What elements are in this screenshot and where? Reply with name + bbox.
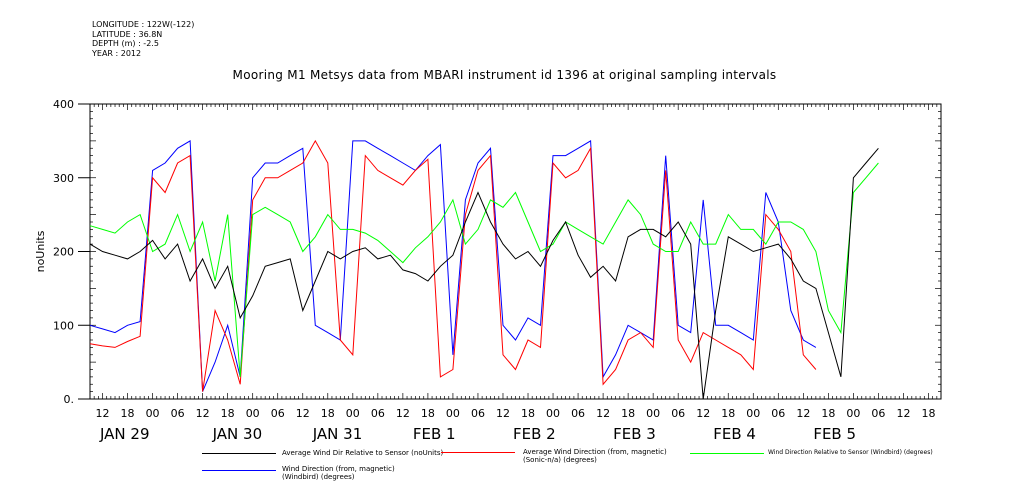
series-line-0 xyxy=(89,147,879,400)
x-tick-label: 00 xyxy=(146,407,160,420)
y-tick-label: 200 xyxy=(53,246,74,259)
x-tick-label: 00 xyxy=(246,407,260,420)
x-day-label: FEB 5 xyxy=(813,425,856,443)
x-day-label: FEB 2 xyxy=(513,425,556,443)
meta-year: YEAR : 2012 xyxy=(92,48,142,58)
x-tick-label: 12 xyxy=(896,407,910,420)
x-tick-label: 06 xyxy=(171,407,185,420)
plot-group: 0. 100 200 300 400 noUnits 12 18 00 06 12 18 00 06 12 1… xyxy=(34,98,942,443)
x-tick-label: 12 xyxy=(396,407,410,420)
x-tick-label: 06 xyxy=(771,407,785,420)
x-tick-label: 06 xyxy=(371,407,385,420)
x-tick-label: 18 xyxy=(821,407,835,420)
x-tick-label: 06 xyxy=(671,407,685,420)
legend-entry-red: Average Wind Direction (from, magnetic) … xyxy=(441,447,667,467)
x-day-label: JAN 29 xyxy=(99,425,150,443)
legend-entry-black: Average Wind Dir Relative to Sensor (noU… xyxy=(202,448,444,460)
legend-entry-green: Wind Direction Relative to Sensor (Windb… xyxy=(690,448,960,460)
x-tick-label: 00 xyxy=(346,407,360,420)
legend-label-red: Average Wind Direction (from, magnetic) … xyxy=(523,448,667,464)
y-tick-label: 400 xyxy=(53,98,74,111)
series-line-3 xyxy=(89,140,817,392)
x-tick-label: 06 xyxy=(871,407,885,420)
legend-label-blue: Wind Direction (from, magnetic) (Windbir… xyxy=(282,465,395,481)
x-tick-label: 18 xyxy=(321,407,335,420)
legend-entry-blue: Wind Direction (from, magnetic) (Windbir… xyxy=(202,465,442,485)
series-line-1 xyxy=(89,139,817,392)
legend-swatch-black xyxy=(202,453,276,454)
x-tick-label: 18 xyxy=(921,407,935,420)
legend-swatch-green xyxy=(690,453,764,454)
x-day-label: FEB 4 xyxy=(713,425,756,443)
y-axis-label: noUnits xyxy=(34,230,47,272)
x-day-label: JAN 31 xyxy=(312,425,363,443)
legend-label-green: Wind Direction Relative to Sensor (Windb… xyxy=(768,449,933,456)
x-tick-label: 12 xyxy=(196,407,210,420)
meta-depth: DEPTH (m) : -2.5 xyxy=(92,39,159,48)
x-day-label: FEB 1 xyxy=(413,425,456,443)
x-tick-label: 12 xyxy=(596,407,610,420)
chart-title: Mooring M1 Metsys data from MBARI instru… xyxy=(232,68,777,82)
x-tick-label: 18 xyxy=(721,407,735,420)
x-tick-label: 18 xyxy=(621,407,635,420)
x-tick-label: 18 xyxy=(221,407,235,420)
x-tick-label: 06 xyxy=(271,407,285,420)
x-tick-label: 18 xyxy=(121,407,135,420)
legend-swatch-blue xyxy=(202,470,276,471)
y-tick-label: 100 xyxy=(53,319,74,332)
x-tick-label: 00 xyxy=(446,407,460,420)
x-tick-label: 00 xyxy=(646,407,660,420)
x-tick-label: 00 xyxy=(746,407,760,420)
metadata-block: LONGITUDE : 122W(-122) LATITUDE : 36.8N … xyxy=(92,20,194,58)
x-tick-label: 06 xyxy=(471,407,485,420)
x-tick-label: 00 xyxy=(846,407,860,420)
x-tick-label: 00 xyxy=(546,407,560,420)
x-tick-label: 12 xyxy=(96,407,110,420)
y-tick-label: 0. xyxy=(64,393,75,406)
x-tick-label: 06 xyxy=(571,407,585,420)
x-tick-label: 12 xyxy=(496,407,510,420)
x-tick-label: 12 xyxy=(296,407,310,420)
x-tick-label: 12 xyxy=(796,407,810,420)
x-day-label: FEB 3 xyxy=(613,425,656,443)
legend-label-black: Average Wind Dir Relative to Sensor (noU… xyxy=(282,449,444,457)
meta-latitude: LATITUDE : 36.8N xyxy=(92,29,163,39)
legend-swatch-red xyxy=(441,452,515,453)
x-tick-label: 18 xyxy=(421,407,435,420)
meta-longitude: LONGITUDE : 122W(-122) xyxy=(92,20,195,29)
x-day-label: JAN 30 xyxy=(212,425,263,443)
x-tick-label: 12 xyxy=(696,407,710,420)
series-line-2 xyxy=(89,162,879,377)
x-tick-label: 18 xyxy=(521,407,535,420)
y-tick-label: 300 xyxy=(53,172,74,185)
